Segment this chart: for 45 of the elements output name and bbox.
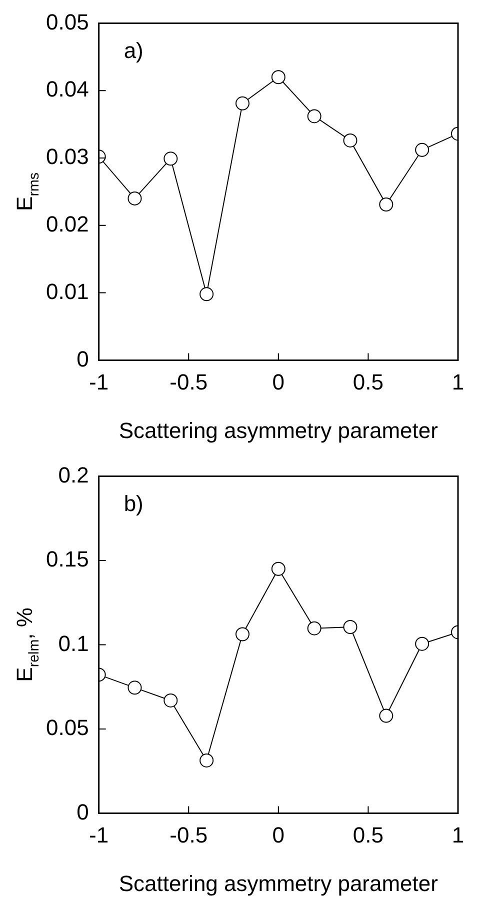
y-tick-label: 0.05 <box>46 9 89 34</box>
point <box>128 191 142 206</box>
x-tick-label: -1 <box>89 369 109 394</box>
point <box>164 693 178 708</box>
point <box>200 287 214 302</box>
point <box>379 198 394 212</box>
y-tick-label: 0 <box>76 346 89 372</box>
x-tick-label: 1 <box>452 822 464 848</box>
y-tick-label: 0.05 <box>46 715 89 740</box>
x-axis-title: Scattering asymmetry parameter <box>118 418 438 443</box>
x-tick-label: 0.5 <box>352 369 384 394</box>
y-axis-title: Erelm, % <box>12 608 43 682</box>
x-tick-label: -1 <box>89 822 109 848</box>
y-tick-label: 0.15 <box>46 546 89 572</box>
point <box>200 753 214 768</box>
point <box>271 70 286 84</box>
point <box>235 627 250 642</box>
point <box>164 152 178 166</box>
y-tick-label: 0 <box>76 799 89 824</box>
point <box>415 142 430 157</box>
x-tick-label: 0 <box>272 369 285 394</box>
point <box>343 133 358 148</box>
x-tick-label: 0 <box>272 822 285 848</box>
y-tick-label: 0.04 <box>46 76 89 102</box>
point <box>379 708 394 723</box>
annotation: b) <box>124 491 144 516</box>
point <box>307 109 322 124</box>
annotation: a) <box>124 38 144 64</box>
y-tick-label: 0.2 <box>58 462 89 488</box>
x-tick-label: -0.5 <box>170 369 208 394</box>
point <box>415 636 430 651</box>
point <box>343 620 358 634</box>
y-tick-label: 0.1 <box>58 630 89 656</box>
y-tick-label: 0.02 <box>46 211 89 236</box>
y-tick-label: 0.03 <box>46 144 89 170</box>
y-axis-title: Erms <box>12 172 43 211</box>
point <box>128 680 142 695</box>
x-tick-label: -0.5 <box>170 822 208 848</box>
x-axis-title: Scattering asymmetry parameter <box>118 870 438 896</box>
point <box>271 562 286 576</box>
point <box>307 621 322 636</box>
x-tick-label: 0.5 <box>352 822 384 848</box>
x-tick-label: 1 <box>452 369 464 394</box>
point <box>235 96 250 110</box>
y-tick-label: 0.01 <box>46 278 89 304</box>
